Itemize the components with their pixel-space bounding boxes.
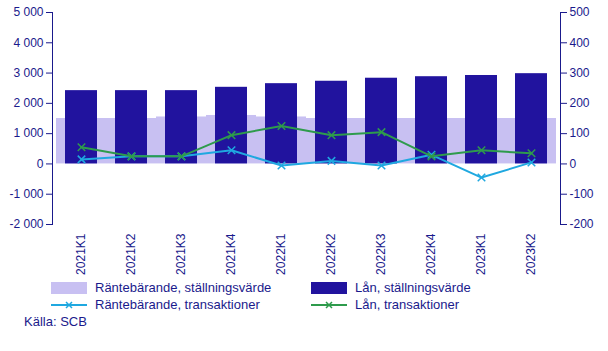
svg-text:500: 500 bbox=[570, 5, 590, 19]
svg-text:5 000: 5 000 bbox=[13, 5, 43, 19]
svg-text:2021K4: 2021K4 bbox=[224, 233, 238, 275]
svg-text:-1 000: -1 000 bbox=[9, 187, 43, 201]
svg-text:100: 100 bbox=[570, 126, 590, 140]
svg-text:2 000: 2 000 bbox=[13, 96, 43, 110]
svg-text:2021K1: 2021K1 bbox=[74, 233, 88, 275]
svg-text:2021K2: 2021K2 bbox=[124, 233, 138, 275]
svg-text:300: 300 bbox=[570, 66, 590, 80]
html-text:Källa: SCB: Källa: SCB bbox=[24, 314, 87, 329]
svg-text:-2 000: -2 000 bbox=[9, 217, 43, 231]
html-text:Räntebärande, ställningsvärde: Räntebärande, ställningsvärde bbox=[95, 280, 272, 295]
html-text:Lån, transaktioner: Lån, transaktioner bbox=[355, 297, 460, 312]
svg-text:2022K1: 2022K1 bbox=[274, 233, 288, 275]
svg-text:0: 0 bbox=[570, 157, 577, 171]
html-text:Lån, ställningsvärde: Lån, ställningsvärde bbox=[355, 280, 471, 295]
svg-text:400: 400 bbox=[570, 36, 590, 50]
svg-text:-100: -100 bbox=[570, 187, 594, 201]
svg-text:0: 0 bbox=[37, 157, 44, 171]
svg-text:2023K1: 2023K1 bbox=[474, 233, 488, 275]
html-text:Räntebärande, transaktioner: Räntebärande, transaktioner bbox=[95, 297, 260, 312]
svg-text:-200: -200 bbox=[570, 217, 594, 231]
svg-text:2023K2: 2023K2 bbox=[524, 233, 538, 275]
svg-text:2022K4: 2022K4 bbox=[424, 233, 438, 275]
svg-text:2022K2: 2022K2 bbox=[324, 233, 338, 275]
svg-text:2021K3: 2021K3 bbox=[174, 233, 188, 275]
svg-text:1 000: 1 000 bbox=[13, 126, 43, 140]
svg-text:2022K3: 2022K3 bbox=[374, 233, 388, 275]
svg-text:200: 200 bbox=[570, 96, 590, 110]
svg-text:4 000: 4 000 bbox=[13, 36, 43, 50]
svg-text:3 000: 3 000 bbox=[13, 66, 43, 80]
